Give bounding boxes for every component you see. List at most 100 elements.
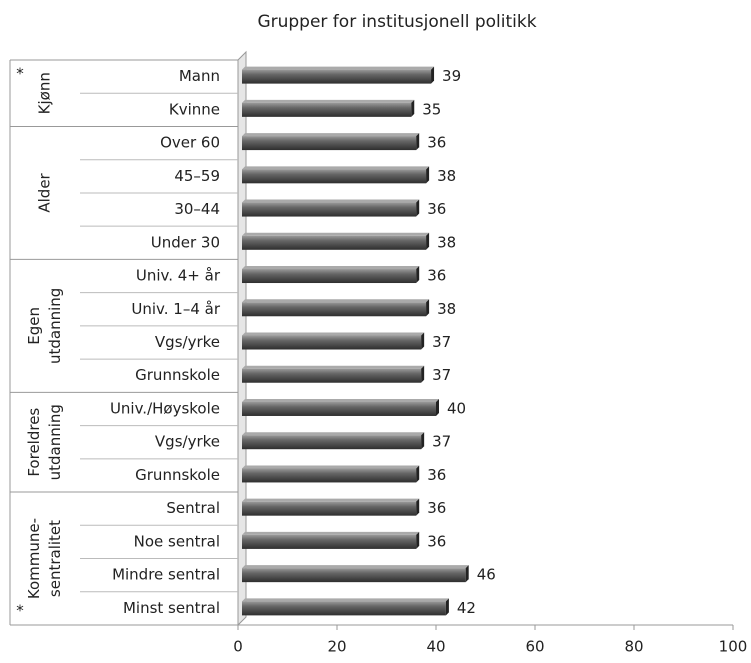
group-label: Kjønn: [36, 72, 54, 114]
bar-top: [242, 531, 420, 535]
group-marker: *: [16, 65, 24, 83]
bar-end: [416, 531, 420, 549]
category-label: Noe sentral: [134, 532, 220, 550]
bar: [242, 534, 417, 549]
bar-end: [426, 166, 430, 184]
value-label: 36: [427, 200, 446, 218]
category-label: 30–44: [174, 200, 220, 218]
value-label: 36: [427, 499, 446, 517]
bar-end: [411, 99, 415, 117]
bar-top: [242, 565, 469, 569]
bar-end: [421, 332, 425, 350]
group-label: utdanning: [46, 288, 64, 364]
value-label: 38: [437, 167, 456, 185]
group-label: Egen: [25, 307, 43, 345]
category-label: Mindre sentral: [112, 566, 220, 584]
value-label: 39: [442, 67, 461, 85]
value-label: 37: [432, 433, 451, 451]
bar: [242, 269, 417, 284]
bar-top: [242, 266, 420, 270]
bar-end: [426, 232, 430, 250]
value-label: 36: [427, 532, 446, 550]
value-label: 37: [432, 333, 451, 351]
bar-top: [242, 299, 430, 303]
group-label: Kommune-: [25, 518, 43, 599]
value-label: 36: [427, 466, 446, 484]
value-label: 35: [422, 100, 441, 118]
value-label: 38: [437, 300, 456, 318]
category-label: 45–59: [174, 167, 220, 185]
bar: [242, 169, 427, 184]
bar-end: [445, 598, 449, 616]
chart-title: Grupper for institusjonell politikk: [257, 12, 536, 32]
bar: [242, 69, 432, 84]
value-label: 37: [432, 366, 451, 384]
x-tick-label: 60: [525, 638, 544, 656]
bar-end: [465, 565, 469, 583]
bar-end: [416, 133, 420, 151]
bar: [242, 102, 412, 117]
value-label: 38: [437, 233, 456, 251]
group-marker: *: [16, 602, 24, 620]
bar-top: [242, 133, 420, 137]
category-label: Under 30: [151, 233, 220, 251]
bar-top: [242, 199, 420, 203]
bar-top: [242, 432, 425, 436]
bar: [242, 202, 417, 217]
category-label: Univ. 1–4 år: [131, 300, 220, 318]
x-tick-label: 0: [233, 638, 243, 656]
bar: [242, 335, 422, 350]
bar: [242, 302, 427, 317]
bar-end: [431, 66, 435, 84]
bar-top: [242, 66, 435, 70]
group-label: Alder: [36, 172, 54, 212]
bar: [242, 568, 466, 583]
value-label: 40: [447, 399, 466, 417]
bar-top: [242, 598, 449, 602]
category-label: Grunnskole: [135, 366, 220, 384]
bar: [242, 501, 417, 516]
x-tick-label: 100: [719, 638, 748, 656]
bar: [242, 136, 417, 151]
bar: [242, 368, 422, 383]
value-label: 42: [457, 599, 476, 617]
group-label: utdanning: [46, 404, 64, 480]
bar-end: [416, 266, 420, 284]
value-label: 36: [427, 267, 446, 285]
group-label: sentralitet: [46, 520, 64, 597]
bar: [242, 468, 417, 483]
bar: [242, 401, 436, 416]
bar-end: [426, 299, 430, 317]
bar-top: [242, 365, 425, 369]
category-label: Univ./Høyskole: [110, 399, 220, 417]
bar-top: [242, 232, 430, 236]
category-label: Vgs/yrke: [155, 333, 220, 351]
category-label: Minst sentral: [123, 599, 220, 617]
bar-end: [421, 432, 425, 450]
category-label: Grunnskole: [135, 466, 220, 484]
bar-top: [242, 332, 425, 336]
category-label: Over 60: [160, 134, 220, 152]
bar-top: [242, 465, 420, 469]
value-label: 46: [477, 566, 496, 584]
bar-top: [242, 99, 415, 103]
category-label: Vgs/yrke: [155, 433, 220, 451]
x-tick-label: 20: [327, 638, 346, 656]
category-label: Univ. 4+ år: [136, 267, 221, 285]
bar-top: [242, 498, 420, 502]
bar-end: [421, 365, 425, 383]
bar-top: [242, 398, 439, 402]
group-label: Foreldres: [25, 408, 43, 477]
value-label: 36: [427, 134, 446, 152]
x-tick-label: 40: [426, 638, 445, 656]
bar: [242, 601, 446, 616]
bar-end: [416, 498, 420, 516]
category-label: Mann: [179, 67, 220, 85]
x-tick-label: 80: [624, 638, 643, 656]
bar-end: [416, 465, 420, 483]
bar-end: [416, 199, 420, 217]
category-label: Kvinne: [169, 100, 220, 118]
category-label: Sentral: [166, 499, 220, 517]
bar-top: [242, 166, 430, 170]
